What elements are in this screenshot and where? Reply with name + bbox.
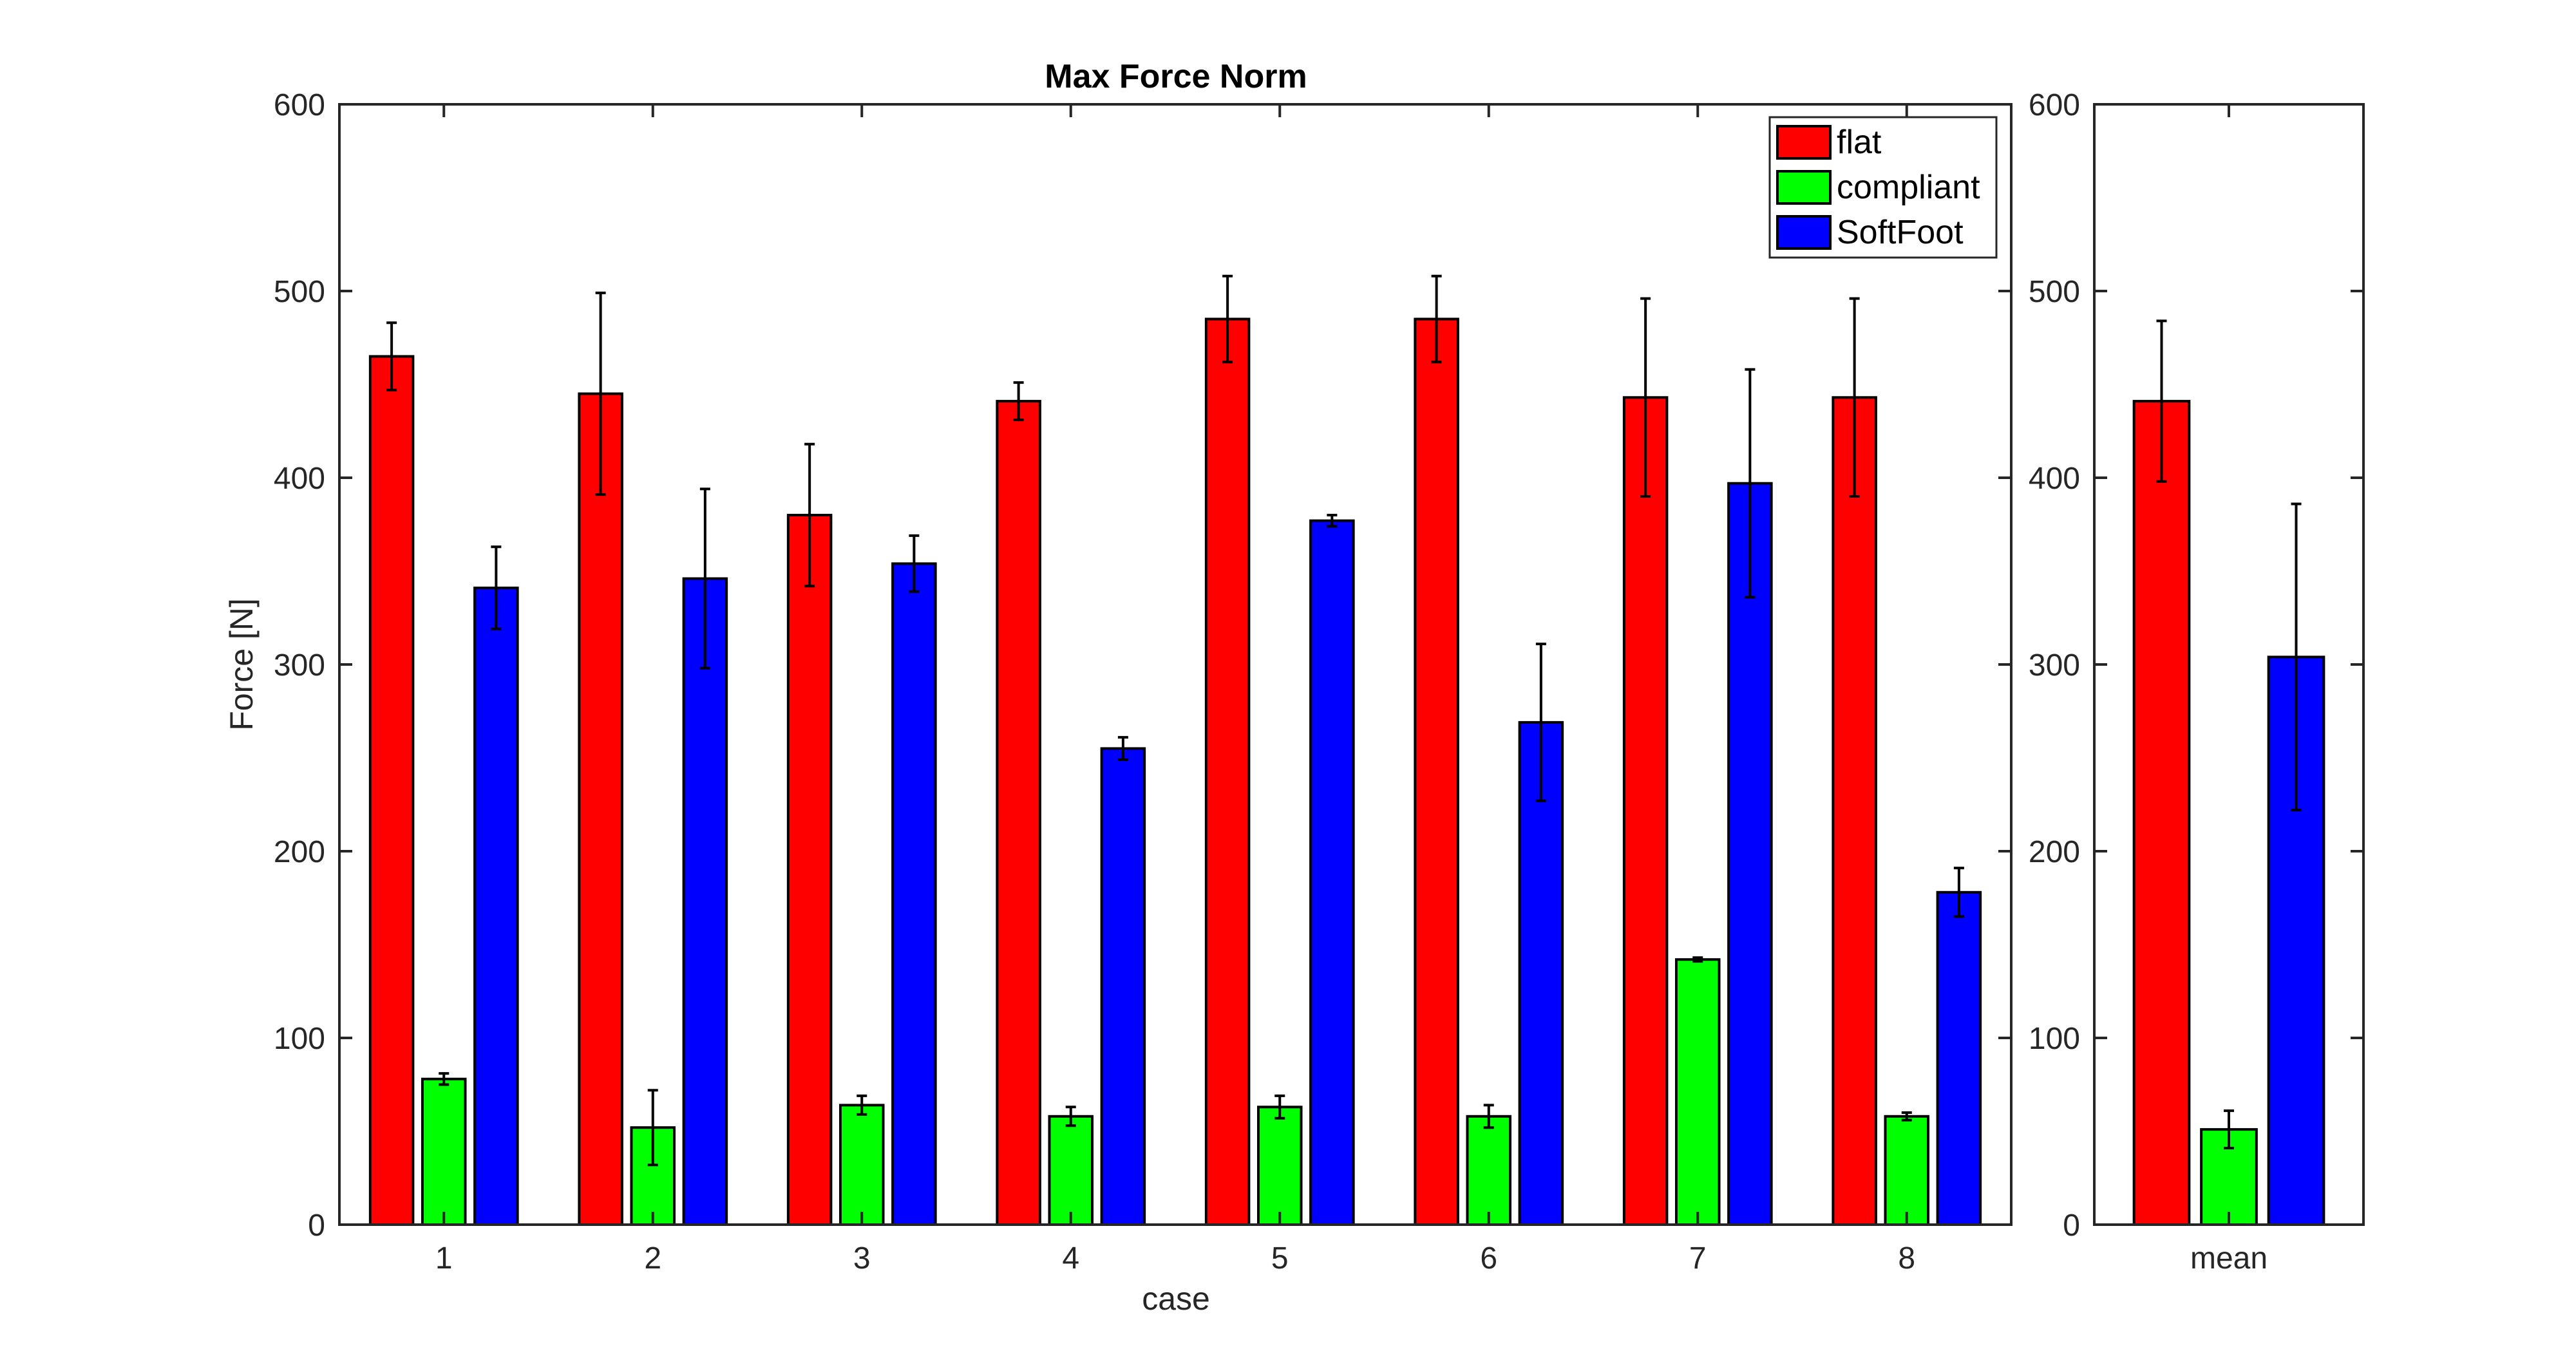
bar-softfoot-8 xyxy=(1936,890,1982,1227)
y-tick-label: 0 xyxy=(2063,1209,2080,1243)
y-tick-label: 300 xyxy=(274,648,325,683)
bar-compliant-6 xyxy=(1466,1115,1512,1227)
y-tick-label: 100 xyxy=(2029,1022,2080,1056)
x-tick-label: mean xyxy=(2190,1241,2268,1276)
x-tick-label: 6 xyxy=(1480,1241,1497,1276)
y-tick-label: 400 xyxy=(2029,462,2080,496)
bar-softfoot-1 xyxy=(473,587,519,1226)
bar-compliant-7 xyxy=(1674,958,1721,1226)
legend-label-flat: flat xyxy=(1837,124,1882,161)
bar-softfoot-2 xyxy=(682,577,728,1226)
y-tick-label: 400 xyxy=(274,462,325,496)
x-tick-label: 8 xyxy=(1898,1241,1915,1276)
x-tick-label: 5 xyxy=(1271,1241,1289,1276)
bar-compliant-8 xyxy=(1884,1115,1930,1227)
bar-compliant-5 xyxy=(1256,1106,1303,1227)
bar-compliant-1 xyxy=(421,1077,467,1227)
bar-flat-2 xyxy=(578,392,623,1226)
legend-swatch-softfoot xyxy=(1776,215,1832,250)
main-plot-area: 0 100 200 300 400 500 600 1 2 3 4 5 6 7 8 xyxy=(274,88,2012,1276)
legend-swatch-compliant xyxy=(1776,170,1832,205)
x-axis-label: case xyxy=(1142,1281,1210,1317)
bar-softfoot-3 xyxy=(891,562,937,1226)
x-tick-label: 1 xyxy=(435,1241,453,1276)
bar-flat-8 xyxy=(1832,396,1877,1226)
bar-flat-7 xyxy=(1622,396,1669,1226)
bar-softfoot-4 xyxy=(1100,747,1146,1226)
legend: flat compliant SoftFoot xyxy=(1768,116,1998,259)
x-tick-label: 3 xyxy=(853,1241,871,1276)
y-tick-label: 600 xyxy=(274,88,325,122)
chart-title: Max Force Norm xyxy=(1045,58,1307,95)
y-tick-label: 0 xyxy=(308,1209,325,1243)
bar-flat-1 xyxy=(368,355,415,1226)
bar-compliant-3 xyxy=(838,1104,885,1227)
x-tick-label: 2 xyxy=(644,1241,661,1276)
mean-plot-area: 0 100 200 300 400 500 600 mean xyxy=(2029,88,2365,1276)
bar-flat-5 xyxy=(1204,317,1251,1226)
y-tick-label: 500 xyxy=(2029,275,2080,309)
bar-flat-mean xyxy=(2132,400,2191,1226)
bar-softfoot-5 xyxy=(1309,519,1355,1227)
y-tick-label: 200 xyxy=(2029,835,2080,869)
y-tick-label: 300 xyxy=(2029,648,2080,683)
x-tick-label: 4 xyxy=(1062,1241,1079,1276)
legend-label-compliant: compliant xyxy=(1837,169,1980,206)
y-axis-label: Force [N] xyxy=(223,598,260,731)
y-tick-label: 600 xyxy=(2029,88,2080,122)
bar-flat-4 xyxy=(996,400,1041,1226)
y-tick-label: 200 xyxy=(274,835,325,869)
bar-flat-6 xyxy=(1414,317,1459,1226)
bar-compliant-4 xyxy=(1048,1115,1094,1227)
bar-flat-3 xyxy=(786,514,833,1226)
y-tick-label: 100 xyxy=(274,1022,325,1056)
x-tick-label: 7 xyxy=(1689,1241,1707,1276)
legend-swatch-flat xyxy=(1776,125,1832,160)
y-tick-label: 500 xyxy=(274,275,325,309)
legend-label-softfoot: SoftFoot xyxy=(1837,214,1964,251)
